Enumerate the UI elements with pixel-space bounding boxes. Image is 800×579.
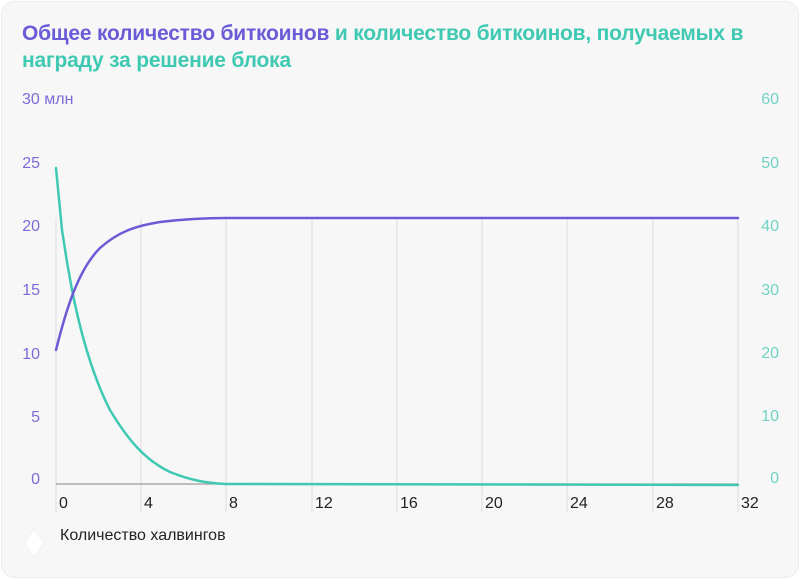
left-axis-tick: 5: [31, 409, 40, 426]
x-axis-tick: 8: [229, 495, 238, 512]
block-reward-line: [54, 166, 740, 487]
x-axis-tick: 4: [144, 495, 153, 512]
x-axis-tick: 24: [570, 495, 588, 512]
left-axis-tick: 10: [22, 346, 40, 363]
chart-title-reward: и количество биткоинов, получаемых в наг…: [22, 22, 744, 72]
x-axis-tick: 12: [315, 495, 333, 512]
total-btc-line: [54, 216, 740, 352]
left-axis-tick: 0: [31, 471, 40, 488]
gridlines: [55, 218, 739, 512]
x-axis-tick: 0: [59, 495, 68, 512]
left-axis-tick: 15: [22, 282, 40, 299]
left-axis-top-label: 30 млн: [22, 91, 74, 108]
x-axis-title: Количество халвингов: [60, 527, 226, 544]
x-axis-tick: 28: [656, 495, 674, 512]
x-axis-tick: 16: [400, 495, 418, 512]
left-axis-tick: 20: [22, 218, 40, 235]
chart-title: Общее количество биткоинов и количество …: [22, 20, 782, 74]
right-axis-tick: 10: [761, 408, 779, 425]
right-axis-tick: 30: [761, 282, 779, 299]
x-axis-tick: 32: [741, 495, 759, 512]
right-axis-tick: 20: [761, 345, 779, 362]
left-axis-tick: 25: [22, 155, 40, 172]
x-axis-tick: 20: [485, 495, 503, 512]
right-axis-tick: 40: [761, 218, 779, 235]
right-axis-tick: 60: [761, 91, 779, 108]
chart-title-total: Общее количество биткоинов: [22, 22, 330, 45]
right-axis-tick: 0: [770, 470, 779, 487]
right-axis-tick: 50: [761, 155, 779, 172]
logo-icon: [23, 528, 45, 558]
